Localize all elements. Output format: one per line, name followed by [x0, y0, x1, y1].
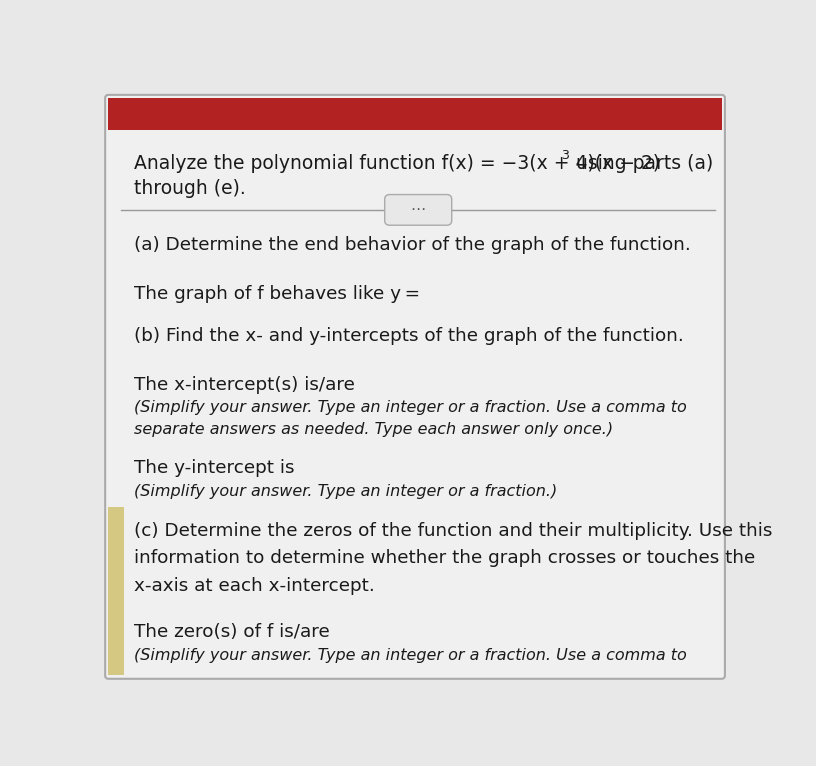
Text: separate answers as needed. Type each answer only once.): separate answers as needed. Type each an…: [134, 421, 613, 437]
FancyBboxPatch shape: [109, 507, 124, 675]
Text: The y-intercept is: The y-intercept is: [134, 460, 294, 477]
Text: (b) Find the x- and y-intercepts of the graph of the function.: (b) Find the x- and y-intercepts of the …: [134, 326, 683, 345]
Text: Analyze the polynomial function f(x) = −3(x + 4)(x − 2): Analyze the polynomial function f(x) = −…: [134, 154, 660, 173]
Text: using parts (a): using parts (a): [570, 154, 713, 173]
Text: (Simplify your answer. Type an integer or a fraction. Use a comma to: (Simplify your answer. Type an integer o…: [134, 647, 686, 663]
Text: 3: 3: [561, 149, 569, 162]
Text: (c) Determine the zeros of the function and their multiplicity. Use this: (c) Determine the zeros of the function …: [134, 522, 772, 540]
FancyBboxPatch shape: [384, 195, 452, 225]
Text: (Simplify your answer. Type an integer or a fraction. Use a comma to: (Simplify your answer. Type an integer o…: [134, 401, 686, 415]
Text: (a) Determine the end behavior of the graph of the function.: (a) Determine the end behavior of the gr…: [134, 237, 690, 254]
Text: (Simplify your answer. Type an integer or a fraction.): (Simplify your answer. Type an integer o…: [134, 484, 557, 499]
Text: The graph of f behaves like y =: The graph of f behaves like y =: [134, 286, 419, 303]
Text: through (e).: through (e).: [134, 178, 246, 198]
Text: The x-intercept(s) is/are: The x-intercept(s) is/are: [134, 375, 354, 394]
Text: information to determine whether the graph crosses or touches the: information to determine whether the gra…: [134, 549, 755, 568]
Text: x-axis at each x-intercept.: x-axis at each x-intercept.: [134, 577, 375, 595]
FancyBboxPatch shape: [109, 98, 721, 130]
FancyBboxPatch shape: [105, 95, 725, 679]
Text: The zero(s) of f is/are: The zero(s) of f is/are: [134, 623, 330, 640]
Text: ⋯: ⋯: [410, 202, 426, 218]
